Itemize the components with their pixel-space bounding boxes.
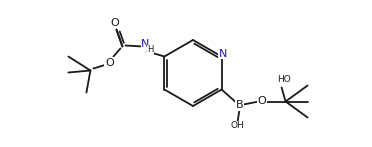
Text: OH: OH [231, 121, 244, 130]
Text: O: O [110, 17, 119, 27]
Text: HO: HO [277, 75, 291, 84]
Text: O: O [105, 57, 114, 67]
Text: B: B [236, 101, 243, 111]
Text: N: N [141, 39, 150, 49]
Text: N: N [218, 49, 227, 59]
Text: H: H [147, 45, 154, 54]
Text: O: O [257, 96, 266, 106]
